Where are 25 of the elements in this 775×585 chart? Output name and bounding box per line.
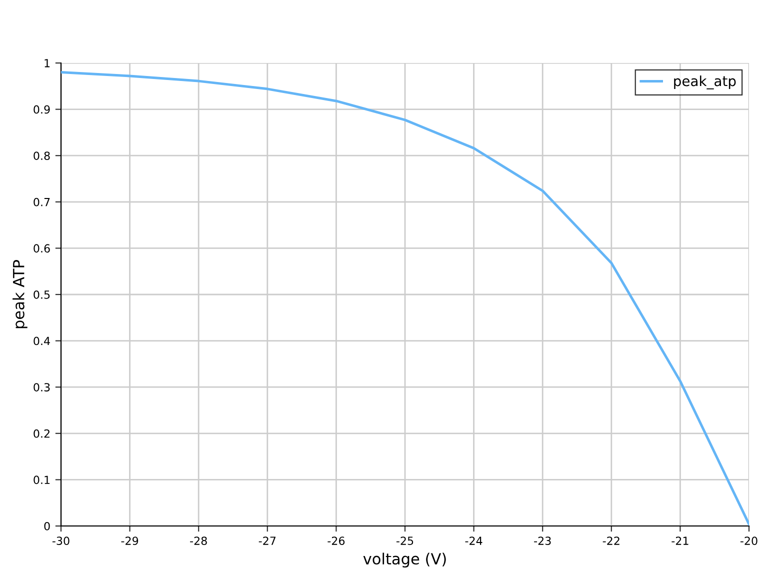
y-tick-label: 0.9 — [34, 105, 50, 114]
y-axis-title: peak ATP — [12, 260, 28, 328]
y-tick-label: 0.3 — [34, 383, 50, 392]
y-tick-label: 0.5 — [34, 290, 50, 299]
x-tick-label: -30 — [52, 536, 70, 546]
y-tick-label: 0.4 — [34, 336, 50, 346]
x-tick-label: -21 — [672, 536, 688, 545]
y-tick-label: 0.2 — [34, 429, 50, 438]
x-tick-label: -20 — [740, 536, 758, 546]
y-tick-label: 0 — [44, 522, 50, 530]
x-tick-label: -27 — [258, 536, 276, 545]
x-tick-label: -26 — [328, 536, 345, 546]
x-tick-label: -24 — [465, 536, 482, 545]
y-tick-label: 1 — [44, 59, 50, 68]
legend-label: peak_atp — [674, 76, 736, 90]
y-tick-label: 0.8 — [34, 152, 50, 160]
y-tick-label: 0.7 — [34, 198, 50, 206]
x-axis-title: voltage (V) — [363, 552, 446, 568]
x-tick-label: -25 — [396, 536, 414, 546]
x-tick-label: -28 — [190, 536, 207, 546]
x-tick-label: -23 — [534, 536, 551, 546]
x-tick-label: -29 — [121, 536, 138, 546]
x-tick-label: -22 — [602, 536, 620, 545]
y-tick-label: 0.6 — [34, 244, 50, 253]
y-tick-label: 0.1 — [34, 476, 50, 484]
